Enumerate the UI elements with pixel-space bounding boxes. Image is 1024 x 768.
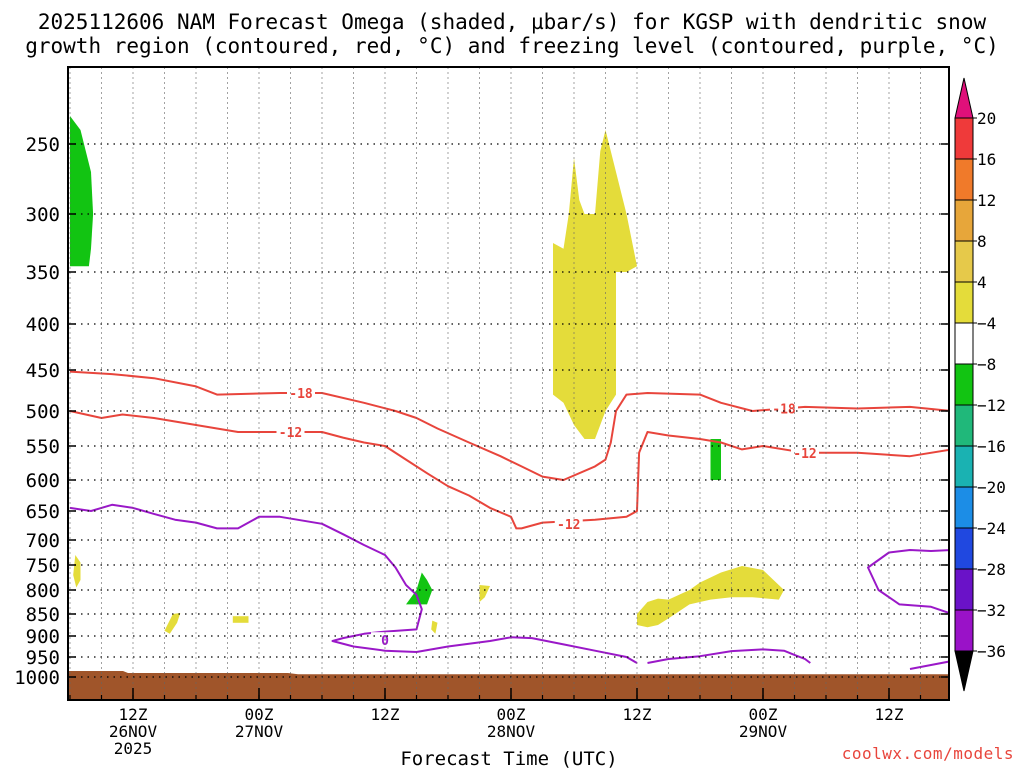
- x-tick-label-1: 00Z: [245, 705, 274, 724]
- omega-region-yellow-left-small-2: [164, 613, 181, 634]
- colorbar-label-3: 8: [977, 232, 987, 251]
- plot-frame: [67, 66, 950, 701]
- colorbar-label-7: −12: [977, 396, 1006, 415]
- y-tick-label-600: 600: [26, 470, 60, 492]
- contour-freezing-level-far-right: [867, 549, 949, 615]
- chart-title-line1: 2025112606 NAM Forecast Omega (shaded, µ…: [37, 10, 987, 34]
- contour-label-freezing-bg: [371, 632, 399, 647]
- y-tick-label-550: 550: [26, 436, 60, 458]
- colorbar-label-5: −4: [977, 314, 996, 333]
- colorbar-label-13: −36: [977, 642, 1006, 661]
- chart-title-line2: growth region (contoured, red, °C) and f…: [25, 34, 999, 58]
- contour-label-minus12-a-bg: [276, 424, 305, 438]
- y-tick-label-900: 900: [26, 626, 60, 648]
- x-tick-label-2: 12Z: [371, 705, 400, 724]
- y-tick-label-500: 500: [26, 401, 60, 423]
- contour-freezing-level: [69, 503, 638, 664]
- y-tick-label-800: 800: [26, 580, 60, 602]
- colorbar-segment-8: [954, 445, 974, 488]
- x-tick-label-3: 00Z: [497, 705, 526, 724]
- colorbar-label-12: −32: [977, 601, 1006, 620]
- y-tick-label-250: 250: [26, 134, 60, 156]
- colorbar-segment-3: [954, 240, 974, 283]
- x-tick-label-5: 00Z: [749, 705, 778, 724]
- y-tick-label-1000: 1000: [14, 667, 60, 689]
- contour-label-minus18-a: -18: [289, 387, 313, 402]
- y-tick-label-950: 950: [26, 647, 60, 669]
- omega-region-yellow-left-small-1: [73, 555, 81, 588]
- x-tick-date-1: 27NOV: [235, 722, 284, 741]
- omega-region-yellow-central-upper: [553, 130, 637, 439]
- x-tick-label-6: 12Z: [875, 705, 904, 724]
- omega-region-yellow-left-small-3: [232, 616, 249, 623]
- contour-label-minus12-b-bg: [554, 515, 583, 530]
- y-tick-label-750: 750: [26, 555, 60, 577]
- x-tick-label-4: 12Z: [623, 705, 652, 724]
- omega-region-yellow-mid-small-2: [431, 620, 438, 634]
- y-tick-label-350: 350: [26, 262, 60, 284]
- colorbar-segment-2: [954, 199, 974, 242]
- colorbar-over-triangle: [954, 77, 974, 119]
- colorbar-segment-5: [954, 322, 974, 365]
- colorbar-label-6: −8: [977, 355, 996, 374]
- colorbar-under-triangle: [954, 650, 974, 692]
- colorbar-label-1: 16: [977, 150, 996, 169]
- contour-label-minus12-c: -12: [793, 447, 816, 462]
- y-tick-label-400: 400: [26, 314, 60, 336]
- omega-region-green-upper-left: [70, 116, 94, 267]
- contour-freezing-level-right: [647, 648, 811, 664]
- x-tick-date-5: 29NOV: [739, 722, 788, 741]
- x-tick-date-3: 28NOV: [487, 722, 536, 741]
- y-tick-label-650: 650: [26, 501, 60, 523]
- y-tick-label-300: 300: [26, 204, 60, 226]
- contour-label-minus12-b: -12: [557, 518, 580, 533]
- y-tick-label-850: 850: [26, 604, 60, 626]
- colorbar-label-8: −16: [977, 437, 1006, 456]
- contour-label-minus12-c-bg: [791, 444, 819, 459]
- omega-region-green-right-mid: [710, 439, 721, 480]
- y-tick-label-450: 450: [26, 360, 60, 382]
- contour-label-minus18-b: -18: [772, 403, 796, 418]
- colorbar-label-10: −24: [977, 519, 1006, 538]
- x-tick-label-0: 12Z: [119, 705, 148, 724]
- contour-label-freezing: 0: [381, 634, 389, 649]
- x-tick-date-0: 26NOV: [109, 722, 158, 741]
- y-tick-label-700: 700: [26, 530, 60, 552]
- colorbar-segment-7: [954, 404, 974, 447]
- colorbar-segment-4: [954, 281, 974, 324]
- colorbar-segment-11: [954, 568, 974, 611]
- x-tick-year-0: 2025: [114, 739, 153, 758]
- colorbar-segment-0: [954, 117, 974, 160]
- colorbar-label-0: 20: [977, 109, 996, 128]
- ground-surface: [68, 671, 949, 700]
- colorbar-label-4: 4: [977, 273, 987, 292]
- colorbar-label-2: 12: [977, 191, 996, 210]
- credit-text: coolwx.com/models: [841, 744, 1014, 763]
- colorbar-segment-9: [954, 486, 974, 529]
- contour-freezing-level-corner: [909, 660, 949, 670]
- omega-region-yellow-mid-small-1: [479, 585, 490, 602]
- colorbar-label-11: −28: [977, 560, 1006, 579]
- colorbar-segment-6: [954, 363, 974, 406]
- colorbar-segment-12: [954, 609, 974, 652]
- omega-region-green-lower-mid: [406, 572, 433, 605]
- omega-region-yellow-right-lower: [637, 566, 784, 628]
- x-axis-label: Forecast Time (UTC): [400, 748, 617, 768]
- colorbar-segment-10: [954, 527, 974, 570]
- colorbar-segment-1: [954, 158, 974, 201]
- colorbar-label-9: −20: [977, 478, 1006, 497]
- contour-label-minus18-a-bg: [287, 384, 315, 399]
